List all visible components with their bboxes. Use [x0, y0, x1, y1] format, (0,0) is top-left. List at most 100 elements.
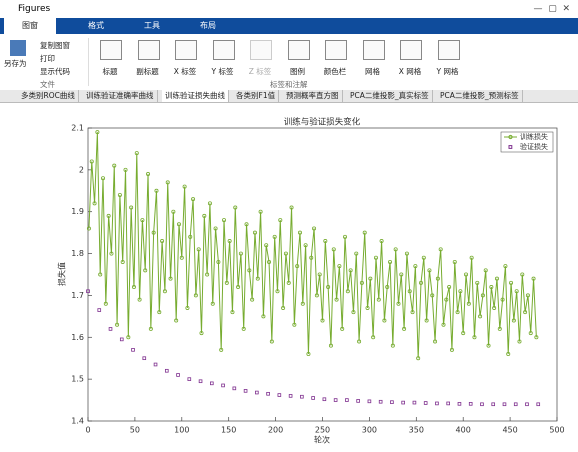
button-icon	[362, 40, 385, 60]
ribbon-tab[interactable]: 图窗	[4, 18, 56, 34]
ribbon-tab[interactable]: 格式	[88, 21, 104, 30]
y-tick-label: 1.8	[71, 249, 84, 258]
point	[401, 400, 405, 405]
point	[402, 326, 407, 331]
point	[278, 218, 283, 223]
point	[326, 285, 331, 290]
point	[309, 255, 314, 260]
point	[277, 393, 282, 397]
point	[288, 394, 293, 398]
point	[382, 318, 387, 323]
point	[255, 276, 260, 281]
point	[449, 347, 454, 352]
x-tick-label: 500	[549, 426, 564, 435]
point	[243, 389, 248, 393]
button-icon	[437, 40, 460, 60]
point	[497, 326, 502, 331]
point	[221, 383, 225, 388]
figure-tab[interactable]: 训练验证损失曲线	[162, 90, 229, 102]
figure-tab[interactable]: PCA二维投影_预测标签	[437, 90, 523, 102]
annot-button[interactable]: 颜色栏	[317, 38, 353, 80]
point	[393, 247, 398, 252]
point	[131, 285, 136, 290]
point	[233, 205, 238, 210]
file-section: 文件	[40, 80, 55, 89]
figure-tab[interactable]: PCA二维投影_真实标签	[347, 90, 433, 102]
ribbon-tab[interactable]: 工具	[144, 21, 160, 30]
point	[359, 280, 364, 285]
point	[198, 379, 203, 384]
point	[390, 343, 395, 348]
point	[244, 222, 249, 227]
point	[314, 293, 319, 298]
point	[412, 400, 417, 405]
legend-label: 训练损失	[520, 132, 548, 141]
point	[160, 239, 165, 244]
ribbon-tab[interactable]: 布局	[200, 21, 216, 30]
x-tick-label: 250	[315, 426, 330, 435]
point	[123, 167, 128, 172]
annot-button[interactable]: Y 标签	[205, 38, 241, 80]
code-checkbox[interactable]: 显示代码	[40, 67, 70, 76]
figure-tab[interactable]: 训练验证准确率曲线	[83, 90, 158, 102]
annot-button[interactable]: X 网格	[392, 38, 428, 80]
point	[502, 402, 507, 407]
annot-button[interactable]: 标题	[92, 38, 128, 80]
point	[157, 310, 162, 315]
point	[297, 230, 302, 235]
point	[416, 356, 421, 361]
annot-button[interactable]: X 标签	[167, 38, 203, 80]
figure-tab[interactable]: 各类别F1值	[233, 90, 280, 102]
point	[423, 401, 428, 405]
annot-button[interactable]: 图例	[280, 38, 316, 80]
y-tick-label: 1.7	[71, 291, 84, 300]
point	[348, 268, 353, 273]
print-button[interactable]: 打印	[40, 54, 55, 63]
point	[193, 293, 198, 298]
figure-tab[interactable]: 预测概率直方图	[283, 90, 343, 102]
point	[216, 259, 221, 264]
point	[146, 172, 151, 177]
point	[373, 255, 378, 260]
point	[303, 243, 308, 248]
legend-marker	[508, 134, 513, 140]
annot-button[interactable]: 副标题	[130, 38, 166, 80]
point	[435, 401, 439, 406]
save-icon	[10, 40, 26, 56]
point	[480, 402, 484, 407]
point	[513, 402, 518, 407]
point	[108, 327, 113, 331]
point	[103, 301, 108, 306]
annot-button[interactable]: 网格	[355, 38, 391, 80]
point	[469, 255, 474, 260]
x-tick-label: 50	[130, 426, 140, 435]
button-label: 网格	[365, 67, 380, 76]
point	[536, 402, 541, 407]
point	[227, 239, 232, 244]
point	[494, 276, 499, 281]
button-icon	[325, 40, 347, 60]
point	[143, 268, 148, 273]
point	[92, 201, 97, 206]
point	[247, 268, 252, 273]
x-tick-label: 0	[85, 426, 90, 435]
button-icon	[250, 40, 272, 60]
x-tick-label: 400	[456, 426, 471, 435]
point	[509, 280, 514, 285]
copy-button[interactable]: 复制图窗	[40, 41, 70, 50]
point	[478, 314, 483, 319]
annot-button[interactable]: Z 标签	[242, 38, 278, 80]
point	[435, 276, 440, 281]
point	[500, 297, 505, 302]
figure-tab[interactable]: 多类别ROC曲线	[18, 90, 79, 102]
point	[153, 362, 158, 367]
window-controls[interactable]: — ▢ ✕	[533, 4, 571, 14]
point	[142, 356, 147, 361]
point	[171, 209, 176, 214]
point	[433, 339, 438, 344]
point	[306, 352, 311, 357]
annot-button[interactable]: Y 网格	[430, 38, 466, 80]
y-tick-label: 1.9	[71, 207, 84, 216]
save-button[interactable]: 另存为	[4, 40, 34, 80]
point	[255, 390, 259, 395]
